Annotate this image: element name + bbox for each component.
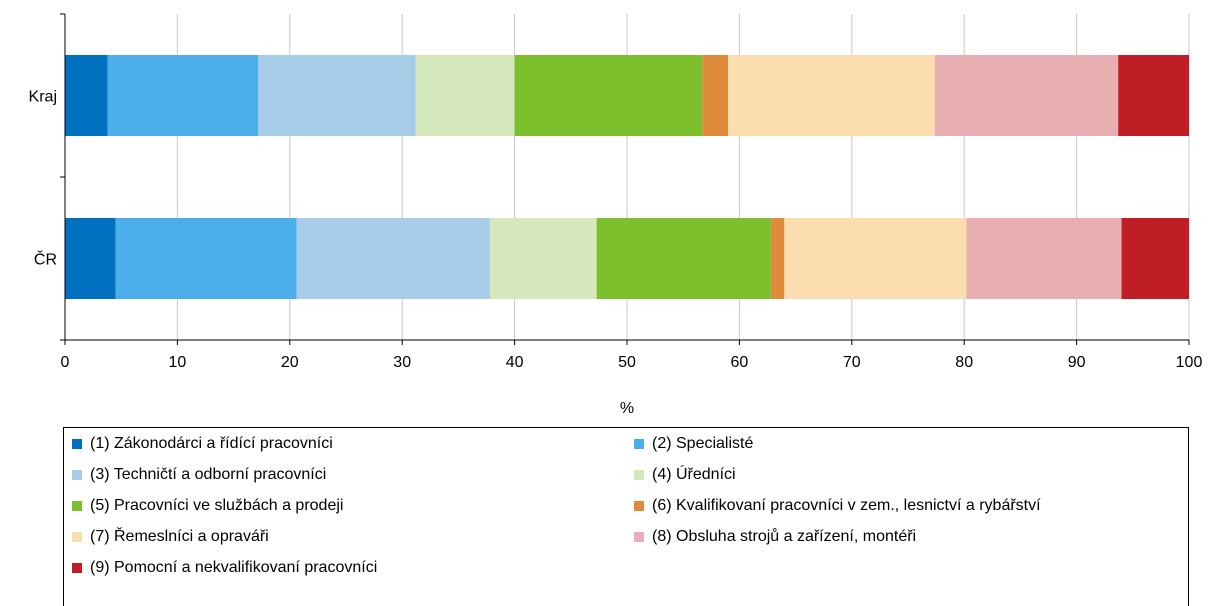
legend-label: (6) Kvalifikovaní pracovníci v zem., les… xyxy=(652,497,1041,514)
x-tick-label: 30 xyxy=(393,354,411,371)
legend-label: (7) Řemeslníci a opraváři xyxy=(90,528,269,545)
bar-segment xyxy=(966,218,1122,299)
x-tick-label: 80 xyxy=(955,354,973,371)
legend-item: (4) Úředníci xyxy=(634,465,736,485)
x-tick-label: 60 xyxy=(731,354,749,371)
bar-segment xyxy=(702,55,729,136)
legend-label: (9) Pomocní a nekvalifikovaní pracovníci xyxy=(90,559,378,576)
bars xyxy=(65,55,1189,299)
bar-segment xyxy=(1118,55,1189,136)
legend-item: (3) Techničtí a odborní pracovníci xyxy=(72,465,326,485)
bar-segment xyxy=(514,55,703,136)
x-tick-label: 20 xyxy=(281,354,299,371)
legend-item: (8) Obsluha strojů a zařízení, montéři xyxy=(634,527,916,547)
x-tick-label: 10 xyxy=(169,354,187,371)
legend-label: (8) Obsluha strojů a zařízení, montéři xyxy=(652,528,917,545)
category-label: Kraj xyxy=(29,89,57,106)
bar-segment xyxy=(1121,218,1189,299)
x-tick-label: 70 xyxy=(843,354,861,371)
stacked-bar-chart: 0 10 20 30 40 50 60 70 80 90 100 Kraj ČR % xyxy=(29,13,1203,417)
bar-segment xyxy=(489,218,597,299)
category-label: ČR xyxy=(34,250,57,269)
bar-segment xyxy=(258,55,416,136)
legend-item: (5) Pracovníci ve službách a prodeji xyxy=(72,496,343,516)
bar-segment xyxy=(770,218,785,299)
bar-segment xyxy=(115,218,297,299)
legend-label: (1) Zákonodárci a řídící pracovníci xyxy=(90,435,333,452)
legend-item: (9) Pomocní a nekvalifikovaní pracovníci xyxy=(72,558,377,578)
legend-label: (4) Úředníci xyxy=(652,466,736,483)
legend-swatch xyxy=(72,439,82,449)
legend-swatch xyxy=(72,563,82,573)
legend-item: (6) Kvalifikovaní pracovníci v zem., les… xyxy=(634,496,1041,516)
bar-segment xyxy=(65,55,108,136)
x-tick-label: 100 xyxy=(1176,354,1203,371)
bar-segment xyxy=(784,218,967,299)
bar-segment xyxy=(415,55,515,136)
legend-label: (5) Pracovníci ve službách a prodeji xyxy=(90,497,344,514)
legend-item: (2) Specialisté xyxy=(634,434,753,454)
legend-label: (2) Specialisté xyxy=(652,435,754,452)
category-labels: Kraj ČR xyxy=(29,89,57,269)
bar-segment xyxy=(296,218,490,299)
legend-swatch xyxy=(634,470,644,480)
x-tick-label: 90 xyxy=(1068,354,1086,371)
legend-label: (3) Techničtí a odborní pracovníci xyxy=(90,466,327,483)
legend-swatch xyxy=(72,532,82,542)
bar-segment xyxy=(107,55,259,136)
x-axis-label: % xyxy=(620,400,634,417)
x-tick-label: 0 xyxy=(61,354,70,371)
bar-segment xyxy=(934,55,1119,136)
legend-swatch xyxy=(634,501,644,511)
legend-swatch xyxy=(634,439,644,449)
legend-item: (1) Zákonodárci a řídící pracovníci xyxy=(72,434,333,454)
x-tick-label: 40 xyxy=(506,354,524,371)
legend-swatch xyxy=(72,501,82,511)
axes xyxy=(60,13,1190,345)
bar-segment xyxy=(728,55,935,136)
legend: (1) Zákonodárci a řídící pracovníci (2) S… xyxy=(63,427,1189,606)
x-tick-label: 50 xyxy=(618,354,636,371)
bar-segment xyxy=(596,218,771,299)
legend-swatch xyxy=(634,532,644,542)
bar-segment xyxy=(65,218,116,299)
legend-swatch xyxy=(72,470,82,480)
x-tick-labels: 0 10 20 30 40 50 60 70 80 90 100 xyxy=(61,354,1203,371)
legend-item: (7) Řemeslníci a opraváři xyxy=(72,527,269,547)
